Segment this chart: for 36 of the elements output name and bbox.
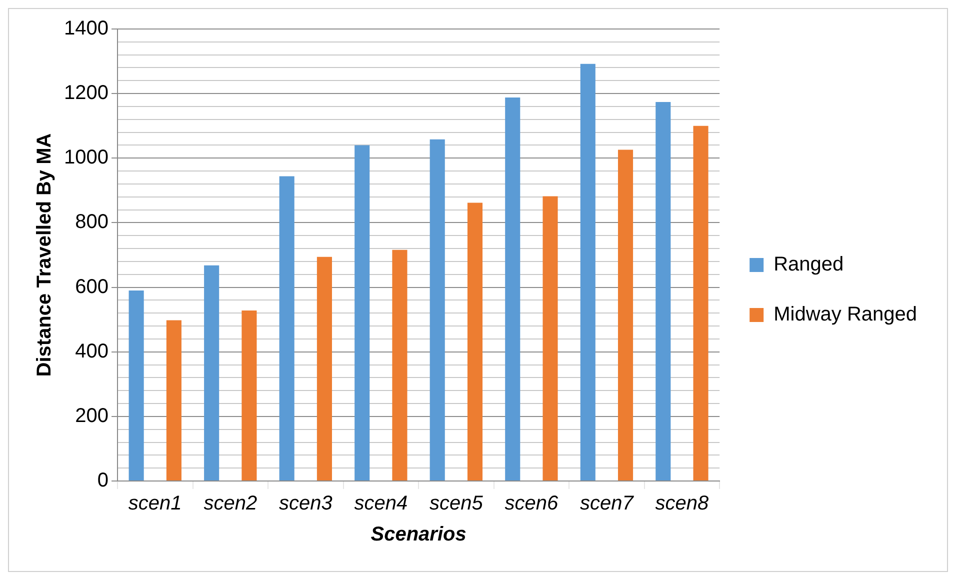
bar [204,265,220,480]
bar [656,102,671,480]
legend-label: Ranged [774,254,844,276]
bar [316,256,332,480]
bar [505,97,520,480]
y-tick-label: 400 [75,340,108,362]
x-axis-title: Scenarios [370,524,466,546]
bar [430,139,445,480]
x-tick-label: scen7 [580,492,634,515]
y-tick-label: 1200 [64,82,108,104]
bar [242,310,257,480]
bar [392,250,408,480]
x-tick-label: scen5 [429,492,484,515]
y-tick-label: 200 [75,404,108,427]
x-tick-label: scen6 [504,492,559,515]
x-tick-label: scen3 [278,492,332,515]
x-tick-label: scen8 [655,492,709,515]
y-tick-label: 1400 [64,18,108,40]
bar [693,126,708,480]
bar [354,145,370,480]
legend-label: Midway Ranged [774,304,918,326]
x-tick-label: scen2 [204,492,258,515]
y-tick-label: 1000 [64,146,108,169]
bar [580,64,596,480]
x-tick-label: scen1 [128,492,182,515]
bar [128,290,144,480]
y-tick-label: 800 [75,211,108,234]
y-axis-title: Distance Travelled By MA [34,133,56,377]
bar [166,320,182,480]
bar [542,196,558,480]
x-tick-label: scen4 [354,492,408,515]
bar [467,202,483,480]
bar [279,176,294,480]
y-tick-label: 600 [75,276,108,298]
bar [618,150,634,480]
y-tick-label: 0 [97,470,108,492]
